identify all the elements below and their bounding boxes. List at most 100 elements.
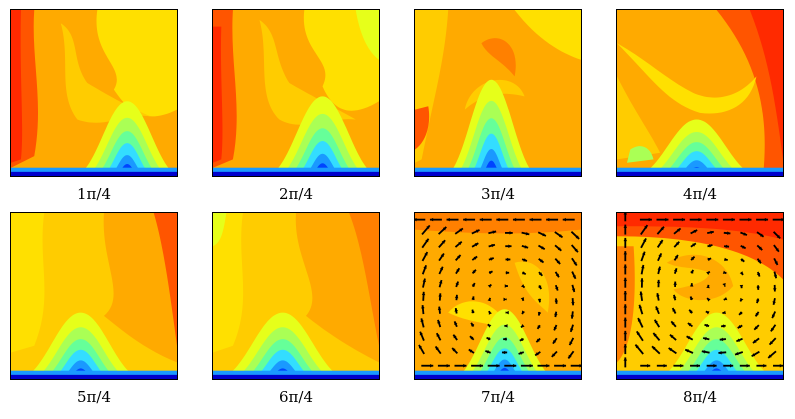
velocity-arrowhead-90: [623, 330, 628, 335]
velocity-arrowhead-72: [454, 308, 459, 312]
velocity-arrowhead-59: [571, 288, 576, 293]
velocity-arrowhead-49: [572, 275, 576, 279]
velocity-arrowhead-102: [652, 346, 656, 350]
velocity-arrowhead-118: [763, 363, 767, 368]
velocity-arrowhead-117: [746, 363, 750, 368]
velocity-arrowhead-117: [546, 363, 550, 368]
velocity-arrowhead-95: [703, 336, 707, 341]
velocity-arrowhead-58: [756, 286, 760, 290]
velocity-arrowhead-77: [739, 311, 743, 315]
panel-caption-4: 4π/4: [683, 185, 717, 203]
velocity-arrowhead-80: [623, 317, 628, 321]
velocity-arrowhead-76: [722, 310, 726, 315]
velocity-arrowhead-74: [689, 309, 693, 314]
velocity-arrowhead-20: [425, 238, 429, 243]
velocity-arrowhead-50: [422, 278, 426, 283]
velocity-arrowhead-110: [430, 363, 434, 368]
velocity-arrowhead-101: [635, 344, 639, 349]
velocity-arrowhead-7: [748, 217, 752, 222]
velocity-arrowhead-93: [469, 336, 474, 340]
velocity-arrowhead-6: [731, 217, 735, 222]
velocity-arrowhead-43: [472, 269, 476, 274]
velocity-arrowhead-21: [441, 240, 446, 244]
velocity-arrowhead-105: [701, 350, 706, 354]
panel-caption-5: 5π/4: [77, 388, 111, 406]
velocity-arrowhead-55: [504, 284, 508, 288]
panel-caption-1: 1π/4: [77, 185, 111, 203]
velocity-arrowhead-108: [751, 353, 756, 357]
velocity-arrowhead-98: [752, 339, 757, 343]
velocity-arrowhead-87: [537, 325, 541, 329]
left-warm-spot: [415, 106, 430, 150]
velocity-arrowhead-114: [696, 363, 700, 368]
velocity-arrowhead-27: [541, 246, 545, 250]
velocity-arrowhead-89: [570, 328, 574, 332]
velocity-arrowhead-70: [421, 305, 425, 309]
bottom-boundary-core: [617, 171, 783, 176]
velocity-arrowhead-98: [552, 340, 557, 344]
velocity-arrowhead-38: [757, 259, 761, 264]
contour-panel-6: [212, 212, 380, 380]
contour-panel-8: [616, 212, 784, 380]
velocity-arrowhead-67: [740, 297, 744, 302]
bottom-boundary-core: [415, 171, 581, 176]
velocity-arrowhead-103: [468, 349, 473, 353]
velocity-arrowhead-62: [454, 294, 459, 299]
velocity-arrowhead-82: [654, 319, 658, 324]
velocity-arrowhead-22: [659, 240, 663, 244]
velocity-arrowhead-19: [776, 234, 781, 239]
velocity-arrowhead-42: [456, 268, 460, 272]
top-band: [415, 213, 581, 234]
velocity-arrowhead-1: [648, 217, 652, 222]
velocity-arrowhead-29: [775, 248, 779, 252]
velocity-arrowhead-15: [710, 230, 714, 235]
panel-caption-8: 8π/4: [683, 388, 717, 406]
velocity-arrowhead-16: [727, 231, 731, 235]
velocity-arrowhead-69: [571, 301, 575, 306]
velocity-arrowhead-36: [724, 257, 728, 262]
velocity-arrowhead-88: [754, 326, 758, 330]
velocity-arrowhead-11: [442, 226, 447, 231]
velocity-arrowhead-20: [623, 237, 628, 242]
velocity-arrowhead-72: [655, 306, 659, 311]
upper-right-yellow: [303, 10, 379, 111]
velocity-arrowhead-92: [653, 333, 657, 337]
velocity-arrowhead-86: [520, 324, 525, 328]
velocity-arrowhead-90: [419, 331, 424, 336]
velocity-arrowhead-39: [774, 261, 778, 265]
swirl-light: [617, 43, 757, 114]
right-hot-band: [349, 213, 379, 346]
velocity-arrowhead-91: [436, 333, 440, 337]
velocity-arrowhead-37: [740, 258, 745, 262]
velocity-arrowhead-9: [781, 217, 783, 222]
velocity-arrowhead-3: [463, 217, 467, 222]
left-yellow: [213, 213, 244, 353]
right-hot-band: [153, 213, 177, 346]
velocity-arrowhead-97: [736, 338, 740, 342]
contour-panel-5: [10, 212, 178, 380]
velocity-arrowhead-31: [641, 251, 646, 256]
velocity-arrowhead-73: [672, 308, 676, 312]
velocity-arrowhead-92: [453, 334, 457, 339]
velocity-arrowhead-96: [719, 337, 724, 342]
velocity-arrowhead-71: [638, 304, 643, 309]
velocity-arrowhead-84: [487, 324, 492, 328]
panel-caption-2: 2π/4: [279, 185, 313, 203]
velocity-arrowhead-3: [681, 217, 686, 222]
velocity-arrowhead-1: [429, 217, 434, 222]
velocity-arrowhead-24: [692, 243, 696, 247]
bottom-boundary-core: [415, 374, 581, 379]
velocity-arrowhead-100: [418, 344, 423, 349]
velocity-arrowhead-52: [455, 281, 459, 286]
left-green-spot: [626, 146, 654, 163]
velocity-arrowhead-119: [579, 363, 581, 368]
velocity-arrowhead-2: [446, 217, 450, 222]
velocity-arrowhead-26: [725, 244, 730, 249]
velocity-arrowhead-25: [508, 244, 512, 248]
bottom-boundary-core: [11, 374, 177, 379]
velocity-arrowhead-56: [722, 282, 726, 287]
velocity-arrowhead-97: [536, 338, 540, 343]
contour-panel-2: [212, 9, 380, 177]
velocity-arrowhead-102: [452, 347, 456, 352]
velocity-arrowhead-32: [658, 253, 662, 257]
